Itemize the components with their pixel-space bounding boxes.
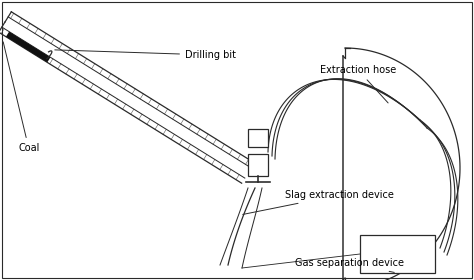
Bar bbox=[360, 235, 435, 273]
Text: Extraction hose: Extraction hose bbox=[320, 65, 396, 103]
Text: Coal: Coal bbox=[3, 42, 39, 153]
Bar bbox=[248, 129, 268, 147]
Text: Slag extraction device: Slag extraction device bbox=[243, 190, 394, 214]
Text: Drilling bit: Drilling bit bbox=[55, 50, 236, 60]
Polygon shape bbox=[6, 32, 50, 62]
Text: Gas separation device: Gas separation device bbox=[295, 258, 404, 272]
Bar bbox=[248, 154, 268, 176]
